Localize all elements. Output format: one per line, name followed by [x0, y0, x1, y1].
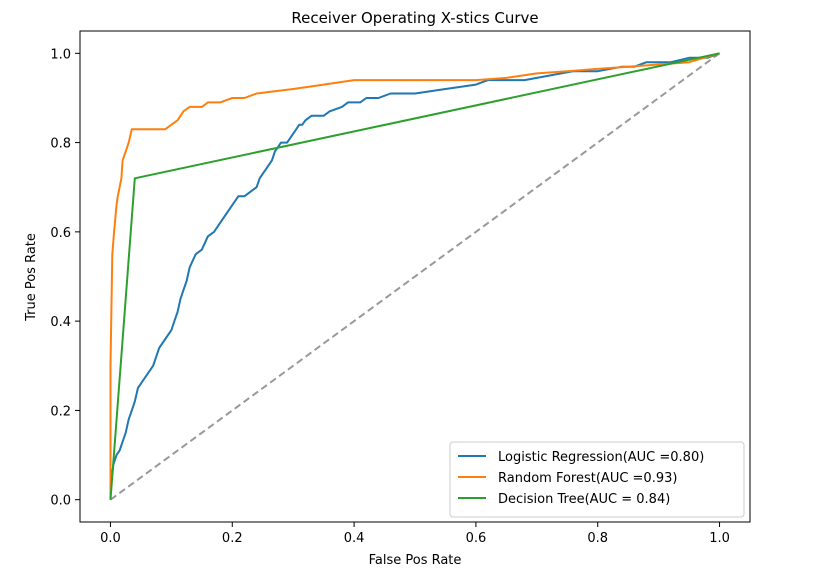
legend: Logistic Regression(AUC =0.80) Random For…	[449, 441, 745, 518]
x-tick-label: 1.0	[709, 531, 730, 546]
legend-label: Random Forest(AUC =0.93)	[498, 471, 677, 486]
series-line-2	[109, 52, 720, 500]
legend-label: Logistic Regression(AUC =0.80)	[498, 450, 704, 465]
legend-box	[449, 441, 745, 518]
x-tick-label: 0.2	[222, 531, 243, 546]
x-axis-label: False Pos Rate	[369, 553, 462, 568]
y-axis-label: True Pos Rate	[24, 233, 39, 322]
y-tick-label: 0.4	[50, 315, 71, 330]
y-tick-label: 0.2	[50, 404, 71, 419]
x-tick-label: 0.4	[344, 531, 365, 546]
y-tick-label: 0.6	[50, 226, 71, 241]
y-axis: 0.0 0.2 0.4 0.6 0.8 1.0	[50, 47, 80, 509]
series-line-1	[109, 52, 720, 500]
series-line-0	[109, 52, 720, 500]
x-tick-label: 0.8	[587, 531, 608, 546]
plot-lines	[109, 52, 721, 501]
y-tick-label: 0.8	[50, 137, 71, 152]
x-tick-label: 0.0	[100, 531, 121, 546]
y-tick-label: 0.0	[50, 494, 71, 509]
x-tick-label: 0.6	[466, 531, 487, 546]
legend-label: Decision Tree(AUC = 0.84)	[498, 492, 670, 507]
chance-diagonal-line	[109, 52, 721, 501]
plot-frame	[79, 30, 751, 523]
chart-title: Receiver Operating X-stics Curve	[291, 9, 538, 27]
x-axis: 0.0 0.2 0.4 0.6 0.8 1.0	[100, 522, 730, 546]
y-tick-label: 1.0	[50, 47, 71, 62]
